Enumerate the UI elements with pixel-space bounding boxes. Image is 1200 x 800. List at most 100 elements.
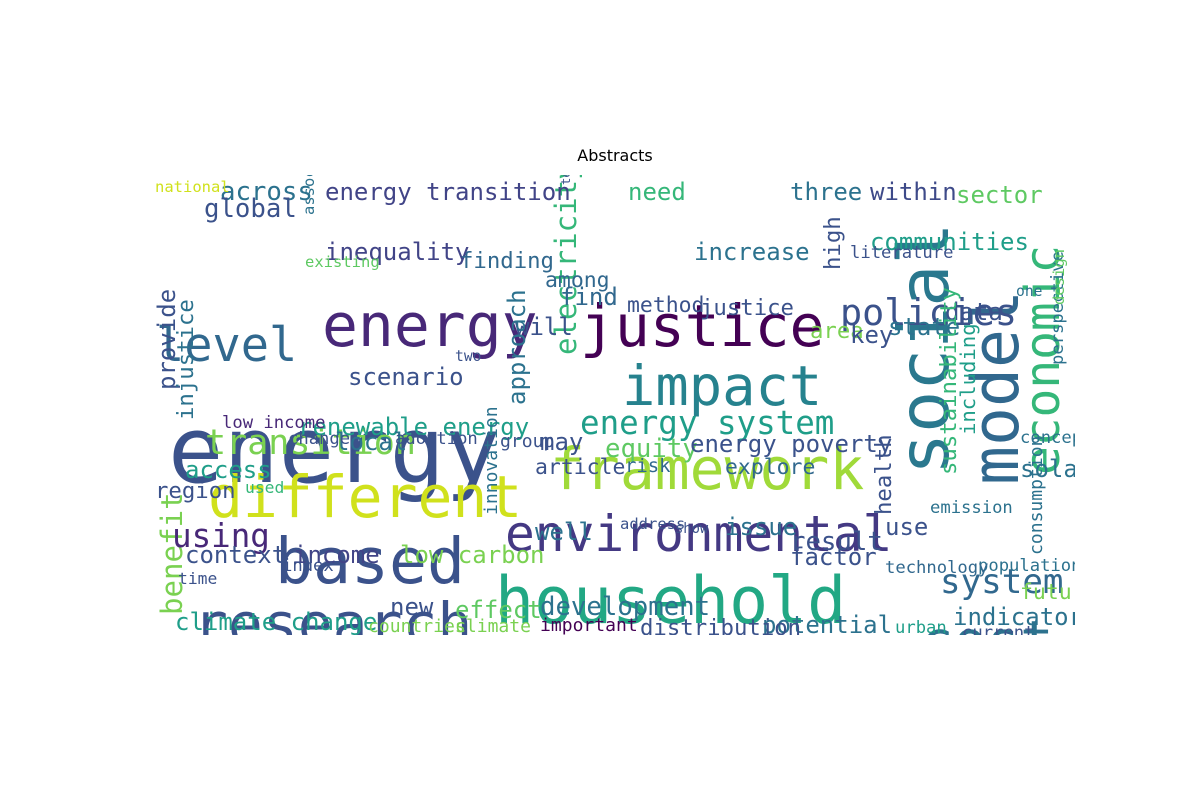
word-among-66: among — [545, 268, 610, 293]
word-framework-11: framework — [550, 435, 865, 503]
word-explore-68: explore — [725, 455, 816, 480]
word-existing-103: existing — [305, 253, 380, 271]
word-region-64: region — [155, 478, 236, 504]
word-energy-1: energy — [322, 292, 538, 361]
word-inequality-29: inequality — [325, 238, 470, 266]
word-national-104: national — [155, 178, 230, 196]
word-across-27: across — [220, 177, 313, 207]
word-consumption-86: consumption — [1026, 435, 1047, 555]
word-need-31: need — [628, 178, 686, 206]
word-time-97: time — [178, 569, 218, 588]
word-policies-19: policies — [840, 291, 1018, 334]
word-change-93: change — [288, 429, 351, 449]
word-innovation-89: innovation — [481, 406, 502, 515]
word-equity-37: equity — [605, 434, 698, 464]
word-index-95: index — [282, 556, 334, 576]
word-find-55: find — [560, 283, 618, 311]
word-technology-84: technology — [885, 558, 989, 578]
word-factor-70: factor — [790, 543, 877, 571]
word-climate-change-45: climate change — [175, 608, 378, 635]
word-using-25: using — [172, 517, 270, 555]
word-system-22: system — [940, 562, 1064, 602]
word-research-7: research — [193, 590, 473, 635]
word-may-65: may — [540, 428, 584, 456]
word-population-80: population — [978, 556, 1075, 576]
word-justice-54: justice — [700, 295, 794, 321]
word-solar-74: solar — [1020, 455, 1075, 483]
word-method-53: method — [627, 293, 705, 318]
word-address-105: address — [620, 515, 686, 533]
word-level-3: level — [156, 318, 298, 373]
word-access-63: access — [185, 456, 272, 484]
word-high-77: high — [820, 216, 846, 270]
word-low-carbon-42: low carbon — [400, 541, 545, 569]
chart-title: Abstracts — [577, 146, 653, 165]
word-environmental-12: environmental — [505, 505, 893, 563]
word-risk-90: risk — [625, 455, 671, 477]
word-urban-85: urban — [895, 618, 947, 635]
word-show-106: show — [675, 521, 709, 537]
word-result-40: result — [790, 527, 883, 557]
word-communities-30: communities — [870, 228, 1029, 256]
word-household-5: household — [495, 564, 847, 635]
word-based-6: based — [275, 524, 465, 598]
word-countries-98: countries — [368, 616, 466, 635]
word-concept-82: concept — [1020, 428, 1075, 448]
word-potential-46: potential — [762, 611, 893, 635]
word-effect-48: effect — [455, 596, 542, 624]
word-energy-transition-26: energy transition — [325, 178, 571, 206]
word-justice-2: justice — [580, 292, 825, 360]
word-use-73: use — [885, 513, 929, 541]
word-group-91: group — [500, 431, 555, 452]
word-low-income-94: low income — [222, 413, 326, 433]
word-well-71: well — [535, 518, 593, 546]
word-distribution-47: distribution — [640, 615, 802, 635]
word-adoption-92: adoption — [395, 429, 478, 449]
word-energy-0: energy — [168, 397, 501, 504]
word-renewable-energy-36: renewable energy — [298, 413, 530, 441]
word-key-78: key — [850, 321, 894, 349]
word-different-10: different — [208, 463, 523, 531]
word-cloud: energyenergyjusticelevelpolicyhouseholdb… — [150, 175, 1075, 635]
word-will-56: will — [515, 313, 573, 341]
word-energy-system-21: energy system — [580, 404, 835, 442]
word-transition-20: transition — [205, 422, 417, 463]
word-impact-13: impact — [622, 355, 823, 419]
word-issue-69: issue — [725, 513, 798, 541]
word-injustice-61: injustice — [173, 299, 199, 420]
word-one-108: one — [1016, 283, 1043, 300]
word-development-39: development — [540, 592, 711, 622]
word-global-28: global — [204, 194, 297, 224]
word-future-79: future — [1020, 580, 1075, 605]
word-used-96: used — [245, 478, 285, 497]
word-within-33: within — [870, 178, 957, 206]
word-design-88: design — [1050, 249, 1068, 305]
word-three-32: three — [790, 178, 863, 206]
word-emission-83: emission — [930, 498, 1013, 518]
word-finding-57: finding — [460, 248, 554, 274]
word-two-109: two — [455, 348, 482, 365]
word-article-67: article — [535, 455, 626, 480]
word-health-72: health — [871, 434, 897, 515]
word-literature-101: literature — [850, 243, 954, 263]
word-important-100: important — [540, 615, 638, 635]
word-sector-34: sector — [956, 181, 1043, 209]
word-cost-17: cost — [920, 614, 1054, 635]
word-state-51: state — [888, 313, 961, 341]
word-technologies-107: technologies — [559, 175, 573, 185]
word-climate-99: climate — [455, 616, 531, 635]
word-current-81: current — [962, 623, 1035, 635]
word-income-41: income — [293, 541, 380, 569]
word-energy-poverty-38: energy poverty — [690, 430, 893, 458]
word-indicator-44: indicator — [953, 603, 1075, 631]
word-area-52: area — [810, 318, 864, 344]
word-local-62: local — [335, 428, 408, 456]
word-increase-35: increase — [694, 238, 810, 266]
word-associated-102: associated — [300, 175, 318, 215]
word-scenario-59: scenario — [348, 363, 464, 391]
word-including-76: including — [956, 323, 980, 435]
word-context-43: context — [185, 541, 287, 569]
word-new-49: new — [390, 593, 434, 621]
word-approach-58: approach — [503, 289, 531, 405]
word-data-50: data — [945, 298, 1003, 326]
